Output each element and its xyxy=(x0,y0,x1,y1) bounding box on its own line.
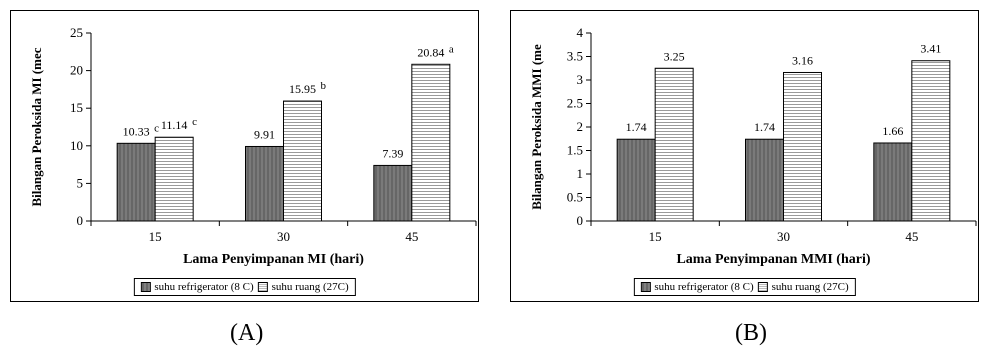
data-label: 3.41 xyxy=(920,42,941,56)
bar-ruang xyxy=(911,60,951,222)
significance-letter: c xyxy=(192,116,197,128)
data-label: 15.95 xyxy=(289,82,316,96)
x-tick-label: 45 xyxy=(905,229,918,244)
data-label: 3.16 xyxy=(792,53,813,67)
x-tick-label: 15 xyxy=(149,229,162,244)
x-axis-label: Lama Penyimpanan MMI (hari) xyxy=(676,252,870,267)
legend-label-ruang: suhu ruang (27C) xyxy=(271,281,349,293)
y-axis-label: Bilangan Peroksida MI (mec xyxy=(29,47,44,206)
data-label: 7.39 xyxy=(382,146,403,160)
bar-refrigerator xyxy=(245,145,284,222)
y-tick-label: 20 xyxy=(70,63,83,78)
legend-swatch-ruang xyxy=(757,282,768,292)
bar-ruang xyxy=(283,100,322,222)
panel-label-b: (B) xyxy=(735,320,767,346)
bar-ruang xyxy=(411,63,451,222)
legend-label-ruang: suhu ruang (27C) xyxy=(771,281,849,293)
bar-refrigerator xyxy=(873,142,913,222)
legend-swatch-ruang xyxy=(257,282,268,292)
data-label: 1.66 xyxy=(882,124,903,138)
y-tick-label: 2.5 xyxy=(567,96,583,111)
significance-letter: b xyxy=(321,80,327,92)
legend-label-refrigerator: suhu refrigerator (8 C) xyxy=(654,281,754,293)
x-tick-label: 30 xyxy=(777,229,790,244)
chart-panel-b: Bilangan Peroksida MMI (me 0 0.5 1 1.5 2 2.5 3 3… xyxy=(510,10,979,302)
y-tick-label: 3 xyxy=(577,72,584,87)
data-label: 1.74 xyxy=(754,120,775,134)
y-tick-label: 5 xyxy=(77,175,84,190)
data-label: 9.91 xyxy=(254,127,275,141)
legend-swatch-refrigerator xyxy=(640,282,651,292)
bar-refrigerator xyxy=(116,142,156,222)
bar-chart-a: Bilangan Peroksida MI (mec 0 5 10 15 20 25 15 10… xyxy=(29,25,477,267)
legend-swatch-refrigerator xyxy=(140,282,151,292)
bar-refrigerator xyxy=(616,138,656,222)
bar-refrigerator xyxy=(745,138,784,222)
bar-chart-b: Bilangan Peroksida MMI (me 0 0.5 1 1.5 2 2.5 3 3… xyxy=(529,25,977,267)
y-axis-label: Bilangan Peroksida MMI (me xyxy=(529,44,544,210)
y-tick-label: 1 xyxy=(577,166,584,181)
legend-label-refrigerator: suhu refrigerator (8 C) xyxy=(154,281,254,293)
y-tick-label: 4 xyxy=(577,25,584,40)
y-tick-label: 0 xyxy=(577,213,584,228)
panel-label-a: (A) xyxy=(230,320,264,346)
y-tick-label: 1.5 xyxy=(567,143,583,158)
y-tick-label: 0.5 xyxy=(567,190,583,205)
bar-ruang xyxy=(654,67,694,222)
data-label: 1.74 xyxy=(626,120,647,134)
y-tick-label: 0 xyxy=(77,213,84,228)
data-label: 20.84 xyxy=(417,45,444,59)
x-tick-label: 15 xyxy=(649,229,662,244)
y-tick-label: 15 xyxy=(70,100,83,115)
x-tick-label: 45 xyxy=(405,229,418,244)
y-tick-label: 25 xyxy=(70,25,83,40)
y-tick-label: 3.5 xyxy=(567,49,583,64)
data-label: 3.25 xyxy=(664,49,685,63)
data-label: 10.33 xyxy=(123,124,150,138)
chart-panel-a: Bilangan Peroksida MI (mec 0 5 10 15 20 25 15 10… xyxy=(10,10,479,302)
significance-letter: c xyxy=(154,122,159,134)
legend-b: suhu refrigerator (8 C) suhu ruang (27C) xyxy=(633,278,856,296)
bar-ruang xyxy=(783,71,822,222)
x-tick-label: 30 xyxy=(277,229,290,244)
significance-letter: a xyxy=(449,43,454,55)
bar-refrigerator xyxy=(373,164,413,222)
y-tick-label: 2 xyxy=(577,119,584,134)
x-axis-label: Lama Penyimpanan MI (hari) xyxy=(183,252,364,267)
legend-a: suhu refrigerator (8 C) suhu ruang (27C) xyxy=(133,278,356,296)
bar-ruang xyxy=(154,136,194,222)
data-label: 11.14 xyxy=(161,118,188,132)
y-tick-label: 10 xyxy=(70,138,83,153)
